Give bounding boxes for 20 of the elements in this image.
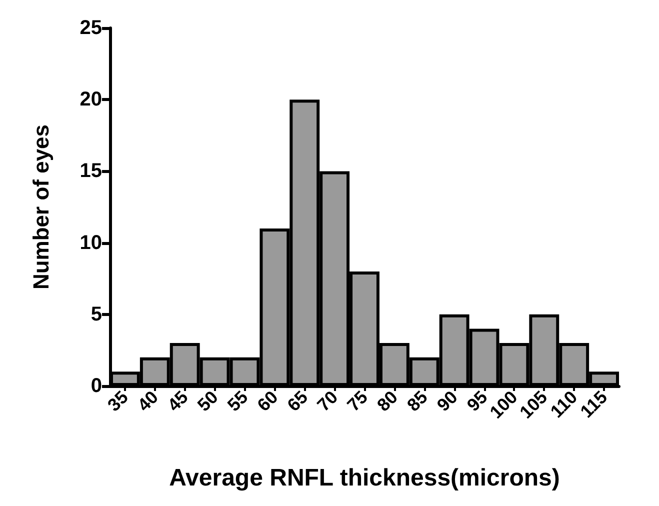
x-axis-title: Average RNFL thickness(microns): [169, 464, 560, 492]
x-tick-label: 85: [403, 386, 432, 416]
x-tick-label: 40: [134, 386, 162, 416]
x-tick-label: 80: [373, 386, 402, 416]
y-tick-label: 0: [90, 375, 102, 397]
x-tick-label: 70: [313, 386, 342, 416]
y-tick-label: 25: [80, 17, 102, 39]
x-tick-label: 65: [283, 386, 312, 416]
x-tick-label: 90: [433, 386, 462, 416]
x-tick-label: 50: [194, 386, 222, 416]
y-tick-label: 5: [90, 303, 102, 326]
x-tick-label: 45: [164, 386, 192, 416]
y-tick-label: 15: [80, 160, 102, 182]
y-tick-label: 10: [80, 232, 102, 254]
y-axis-title: Number of eyes: [28, 124, 54, 290]
x-tick-label: 60: [253, 386, 282, 416]
x-tick-label: 75: [343, 386, 372, 416]
y-tick-label: 20: [80, 88, 102, 111]
x-tick-label: 35: [104, 386, 132, 416]
x-tick-label: 55: [224, 386, 252, 416]
